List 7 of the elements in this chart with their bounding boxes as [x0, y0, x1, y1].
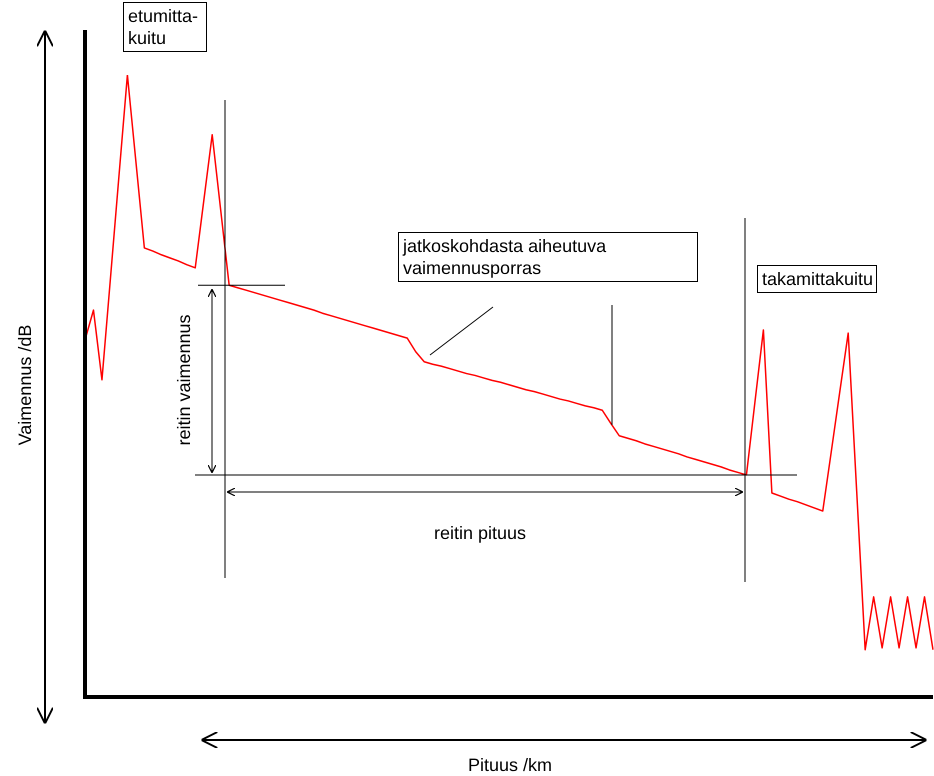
text: etumitta-kuitu — [123, 2, 207, 52]
annotation: jatkoskohdasta aiheutuva vaimennusporras — [398, 232, 698, 282]
annotation: takamittakuitu — [757, 265, 877, 293]
y-axis-title: Vaimennus /dB — [14, 324, 36, 446]
annotation: reitin vaimennus — [173, 314, 195, 446]
annotation: reitin pituus — [434, 522, 526, 544]
x-axis-title: Pituus /km — [468, 754, 552, 776]
